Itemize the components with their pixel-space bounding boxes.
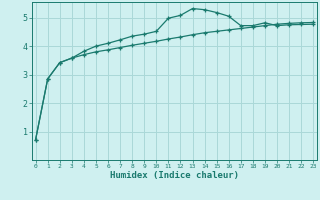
X-axis label: Humidex (Indice chaleur): Humidex (Indice chaleur) — [110, 171, 239, 180]
